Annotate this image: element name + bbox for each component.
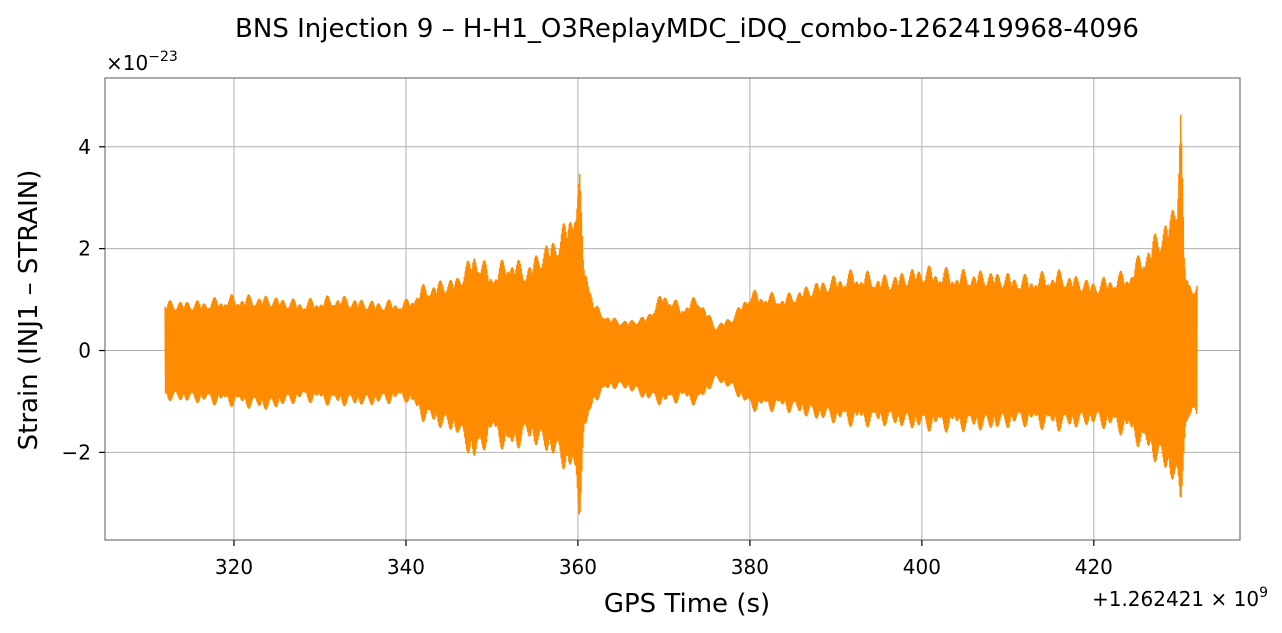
x-axis-ticks: 320 340 360 380 400 420 [215, 540, 1113, 579]
y-tick-label: −2 [62, 440, 91, 464]
plot-frame [104, 77, 1241, 541]
y-axis-ticks: −2 0 2 4 [62, 135, 105, 464]
x-tick-label: 340 [387, 555, 425, 579]
y-tick-label: 0 [78, 339, 91, 363]
y-scale-exponent: −23 [148, 49, 178, 65]
x-tick-label: 420 [1075, 555, 1113, 579]
y-scale-base: ×10 [106, 51, 148, 75]
x-tick-label: 320 [215, 555, 253, 579]
y-axis-label: Strain (INJ1 – STRAIN) [14, 170, 44, 451]
signal-layer [164, 114, 1198, 515]
y-tick-label: 4 [78, 135, 91, 159]
strain-signal-line [164, 114, 1198, 515]
x-tick-label: 400 [903, 555, 941, 579]
x-offset-exponent: 9 [1259, 585, 1268, 601]
x-offset-label: +1.262421 × 109 [1092, 585, 1268, 611]
chart-title: BNS Injection 9 – H-H1_O3ReplayMDC_iDQ_c… [235, 14, 1139, 44]
x-tick-label: 360 [559, 555, 597, 579]
x-tick-label: 380 [731, 555, 769, 579]
x-offset-base: +1.262421 × 10 [1092, 587, 1259, 611]
y-tick-label: 2 [78, 237, 91, 261]
x-axis-label: GPS Time (s) [604, 589, 770, 619]
y-scale-multiplier: ×10−23 [106, 49, 178, 75]
